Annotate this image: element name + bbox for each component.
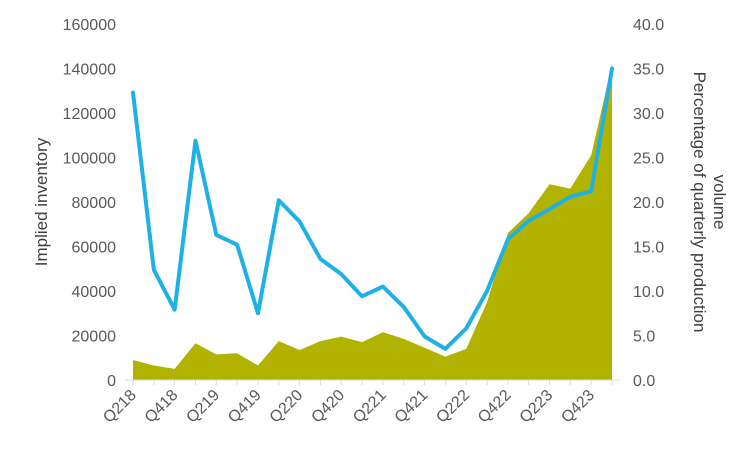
right-y-axis-ticks: 0.0 5.0 10.0 15.0 20.0 25.0 30.0 35.0 40.0 <box>633 17 664 390</box>
area-series-layer <box>133 64 612 381</box>
right-y-tick-label: 35.0 <box>633 62 664 79</box>
line-series-layer <box>131 66 614 351</box>
left-y-tick-label: 60000 <box>72 240 117 257</box>
x-tick-label: Q418 <box>142 387 182 427</box>
right-y-tick-label: 40.0 <box>633 17 664 34</box>
left-y-tick-label: 80000 <box>72 195 117 212</box>
x-tick-label: Q222 <box>433 387 473 427</box>
x-tick-label: Q419 <box>225 387 265 427</box>
x-axis-ticks: Q218 Q418 Q219 Q419 Q220 Q420 Q221 Q421 Q222 Q422… <box>100 380 613 427</box>
x-tick-label: Q423 <box>558 387 598 427</box>
right-y-tick-label: 5.0 <box>633 329 655 346</box>
left-y-tick-label: 120000 <box>63 106 116 123</box>
right-y-tick-label: 20.0 <box>633 195 664 212</box>
right-y-tick-label: 10.0 <box>633 284 664 301</box>
percentage-line <box>131 66 614 351</box>
x-tick-label: Q220 <box>267 387 307 427</box>
x-tick-label: Q218 <box>100 387 140 427</box>
inventory-area <box>133 64 612 381</box>
left-y-tick-label: 20000 <box>72 329 117 346</box>
x-tick-label: Q422 <box>475 387 515 427</box>
x-tick-label: Q223 <box>517 387 557 427</box>
left-y-tick-label: 40000 <box>72 284 117 301</box>
right-y-tick-label: 25.0 <box>633 151 664 168</box>
left-y-tick-label: 160000 <box>63 17 116 34</box>
x-tick-label: Q219 <box>183 387 223 427</box>
left-y-tick-label: 100000 <box>63 151 116 168</box>
right-y-tick-label: 30.0 <box>633 106 664 123</box>
right-y-tick-label: 0.0 <box>633 373 655 390</box>
x-tick-label: Q221 <box>350 387 390 427</box>
right-y-tick-label: 15.0 <box>633 240 664 257</box>
x-tick-label: Q421 <box>392 387 432 427</box>
left-y-tick-label: 140000 <box>63 62 116 79</box>
left-y-tick-label: 0 <box>107 373 116 390</box>
left-y-axis-ticks: 0 20000 40000 60000 80000 100000 120000 140000 1… <box>63 17 116 390</box>
right-y-axis-title-line-2: volume <box>710 175 729 230</box>
x-tick-label: Q420 <box>308 387 348 427</box>
right-y-axis-title-line-1: Percentage of quarterly production <box>690 72 709 333</box>
left-y-axis-title: Implied inventory <box>32 137 51 266</box>
